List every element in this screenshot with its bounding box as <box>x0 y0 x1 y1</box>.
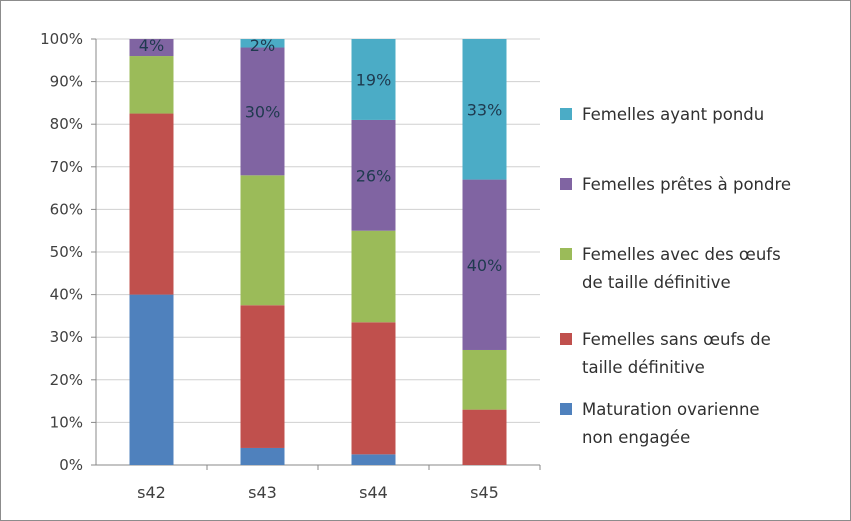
y-tick-label: 20% <box>50 371 83 389</box>
bar-segment-s45-2 <box>462 349 507 410</box>
y-tick-label: 70% <box>50 158 83 176</box>
bar-segment-s42-1 <box>129 113 174 295</box>
bar-segment-s44-4 <box>351 39 396 120</box>
y-tick-label: 0% <box>59 456 83 474</box>
x-tick-label: s42 <box>137 483 166 502</box>
legend-item-femelles-ayant-pondu: Femelles ayant pondu <box>560 105 764 124</box>
legend-label: Maturation ovarienne <box>582 400 760 419</box>
data-label: 40% <box>467 256 503 275</box>
y-tick-labels: 0% 10% 20% 30% 40% 50% 60% 70% 80% 90% 100% <box>40 30 83 474</box>
bar-segment-s43-3 <box>240 47 285 176</box>
legend-item-maturation-ovarienne-non-engagee: Maturation ovarienne non engagée <box>560 400 760 447</box>
legend-label: taille définitive <box>582 358 705 377</box>
y-tick-label: 10% <box>50 413 83 431</box>
legend-item-femelles-sans-ufs-de-taille-definitive: Femelles sans œufs de taille définitive <box>560 330 771 377</box>
bar-segment-s44-3 <box>351 119 396 231</box>
y-tick-label: 80% <box>50 115 83 133</box>
bar-segment-s45-4 <box>462 39 507 180</box>
y-tick-label: 100% <box>40 30 83 48</box>
bar-segment-s44-1 <box>351 322 396 455</box>
bar-segment-s43-0 <box>240 447 285 465</box>
x-tick-label: s45 <box>470 483 499 502</box>
bar-segment-s42-3 <box>129 39 174 57</box>
bar-segment-s42-0 <box>129 294 174 465</box>
legend: Femelles ayant pondu Femelles prêtes à po… <box>560 105 791 447</box>
bar-segment-s45-1 <box>462 409 507 465</box>
y-tick-label: 40% <box>50 286 83 304</box>
legend-label: non engagée <box>582 428 690 447</box>
legend-item-femelles-pretes-a-pondre: Femelles prêtes à pondre <box>560 175 791 194</box>
bar-segment-s43-1 <box>240 305 285 448</box>
data-labels: 4% 30% 2% 26% 19% 40% 33% <box>139 36 502 275</box>
data-label: 19% <box>356 70 392 89</box>
legend-label: Femelles sans œufs de <box>582 330 771 349</box>
data-label: 30% <box>245 102 281 121</box>
legend-item-femelles-avec-des-ufs-de-taille-definitive: Femelles avec des œufs de taille définiti… <box>560 245 781 292</box>
bar-segment-s43-2 <box>240 175 285 306</box>
legend-swatch <box>560 108 572 120</box>
data-label: 26% <box>356 166 392 185</box>
legend-swatch <box>560 333 572 345</box>
bar-segment-s43-4 <box>240 39 285 48</box>
y-tick-label: 50% <box>50 243 83 261</box>
bar-segment-s45-3 <box>462 179 507 350</box>
legend-swatch <box>560 248 572 260</box>
bars <box>129 39 507 465</box>
y-tick-label: 90% <box>50 73 83 91</box>
legend-label: Femelles avec des œufs <box>582 245 781 264</box>
legend-label: de taille définitive <box>582 273 731 292</box>
bar-segment-s44-2 <box>351 230 396 323</box>
data-label: 33% <box>467 100 503 119</box>
data-label: 4% <box>139 36 164 55</box>
legend-label: Femelles ayant pondu <box>582 105 764 124</box>
y-tick-label: 60% <box>50 200 83 218</box>
legend-label: Femelles prêtes à pondre <box>582 175 791 194</box>
x-tick-labels: s42 s43 s44 s45 <box>137 465 541 502</box>
y-tick-label: 30% <box>50 328 83 346</box>
x-tick-label: s43 <box>248 483 277 502</box>
bar-segment-s42-2 <box>129 56 174 114</box>
bar-segment-s44-0 <box>351 454 396 465</box>
legend-swatch <box>560 403 572 415</box>
data-label: 2% <box>250 36 275 55</box>
x-tick-label: s44 <box>359 483 388 502</box>
legend-swatch <box>560 178 572 190</box>
